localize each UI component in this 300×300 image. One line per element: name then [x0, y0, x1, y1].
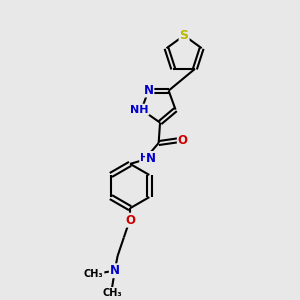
Text: N: N — [146, 152, 156, 165]
Text: O: O — [178, 134, 188, 147]
Text: N: N — [110, 264, 120, 277]
Text: CH₃: CH₃ — [84, 268, 104, 279]
Text: O: O — [125, 214, 135, 226]
Text: N: N — [143, 84, 153, 97]
Text: NH: NH — [130, 105, 148, 115]
Text: H: H — [140, 153, 149, 163]
Text: S: S — [180, 29, 189, 42]
Text: CH₃: CH₃ — [102, 288, 122, 298]
